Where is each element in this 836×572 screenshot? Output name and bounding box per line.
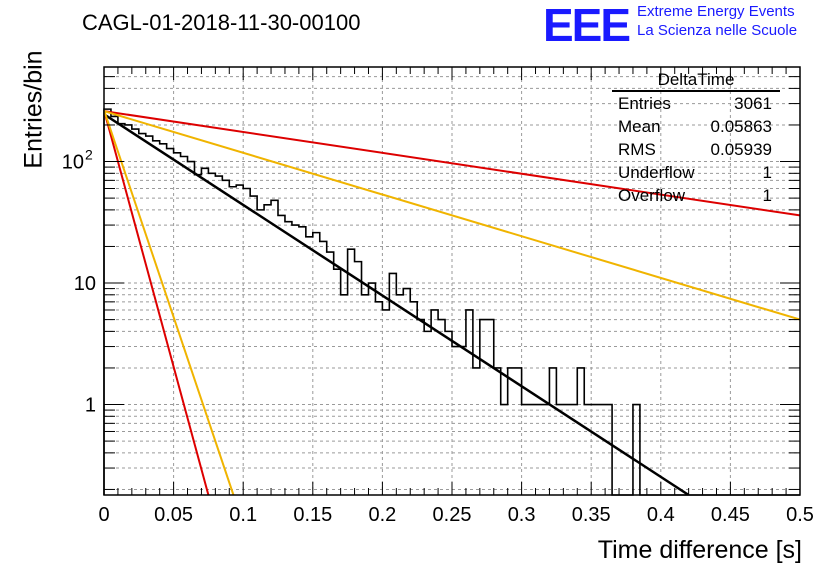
chart-title: CAGL-01-2018-11-30-00100 — [82, 10, 361, 35]
stats-label: Overflow — [618, 186, 686, 205]
stats-label: RMS — [618, 140, 656, 159]
x-axis-title: Time difference [s] — [597, 536, 802, 564]
stats-row-rms: RMS 0.05939 — [612, 138, 780, 161]
y-tick-label: 10 — [74, 273, 96, 295]
fit-line-0 — [104, 113, 690, 495]
x-tick-label: 0.1 — [229, 504, 257, 526]
stats-label: Underflow — [618, 163, 695, 182]
x-tick-label: 0.15 — [293, 504, 332, 526]
stats-title: DeltaTime — [612, 70, 780, 92]
fit-line-2 — [104, 110, 800, 321]
x-tick-label: 0.35 — [572, 504, 611, 526]
stats-label: Mean — [618, 117, 661, 136]
fit-line-1 — [104, 110, 800, 217]
stats-value: 3061 — [734, 94, 772, 113]
y-tick-exponent: 2 — [85, 147, 93, 163]
stats-value: 1 — [762, 186, 772, 205]
fit-line-3 — [104, 109, 210, 495]
x-tick-label: 0.2 — [368, 504, 396, 526]
logo-line-1: Extreme Energy Events — [637, 3, 795, 20]
x-tick-label: 0 — [98, 504, 109, 526]
stats-box: DeltaTime Entries 3061 Mean 0.05863 RMS … — [612, 70, 780, 207]
y-tick-label: 1 — [85, 395, 96, 417]
stats-row-mean: Mean 0.05863 — [612, 115, 780, 138]
x-tick-label: 0.5 — [786, 504, 814, 526]
x-tick-label: 0.25 — [433, 504, 472, 526]
stats-value: 0.05939 — [710, 140, 772, 159]
eee-logo-text: EEE — [543, 0, 631, 51]
stats-value: 1 — [762, 163, 772, 182]
stats-row-entries: Entries 3061 — [612, 92, 780, 115]
x-tick-label: 0.4 — [647, 504, 675, 526]
stats-row-underflow: Underflow 1 — [612, 161, 780, 184]
y-tick-label: 10 — [62, 152, 84, 174]
x-tick-label: 0.05 — [154, 504, 193, 526]
fit-line-4 — [104, 109, 235, 495]
y-axis-title: Entries/bin — [19, 50, 48, 169]
stats-value: 0.05863 — [710, 117, 772, 136]
stats-label: Entries — [618, 94, 671, 113]
x-tick-label: 0.3 — [508, 504, 536, 526]
x-tick-label: 0.45 — [711, 504, 750, 526]
logo-line-2: La Scienza nelle Scuole — [637, 22, 798, 39]
stats-row-overflow: Overflow 1 — [612, 184, 780, 207]
